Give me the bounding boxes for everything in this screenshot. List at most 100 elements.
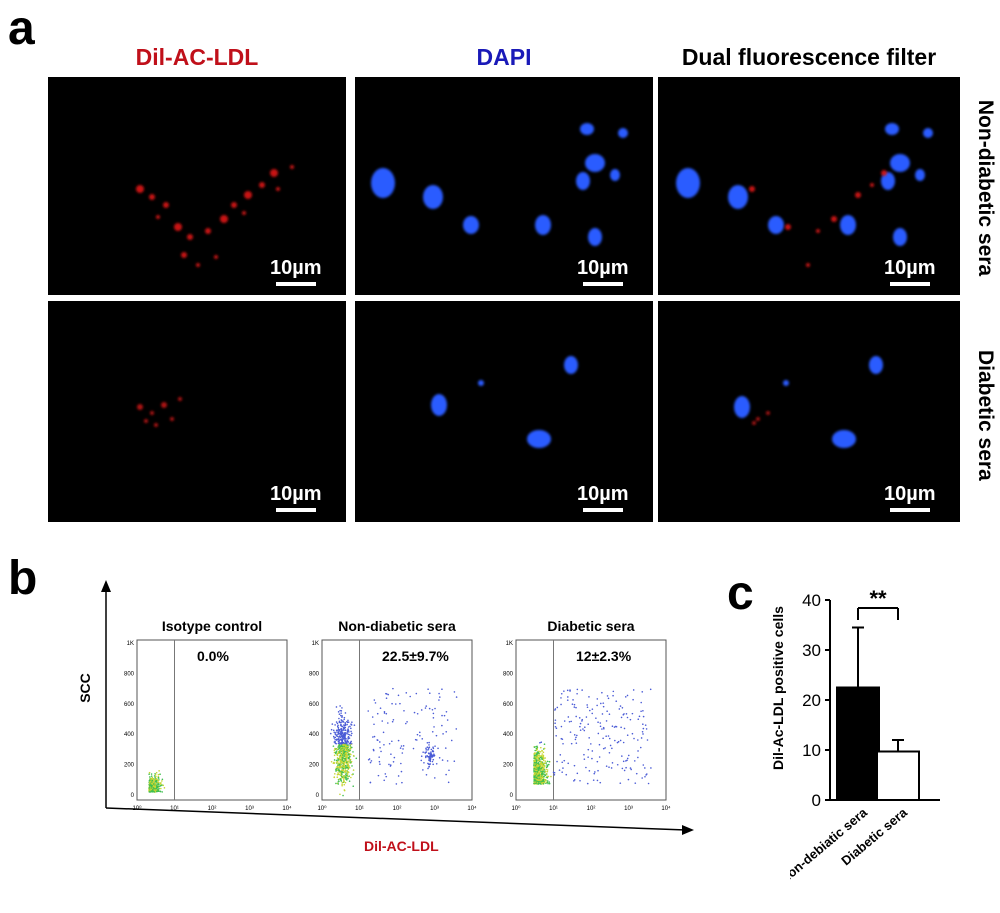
scatter-dot bbox=[430, 748, 433, 751]
scatter-dot bbox=[539, 746, 542, 749]
scatter-dot bbox=[335, 759, 338, 762]
column-title-dil-ac-ldl: Dil-AC-LDL bbox=[135, 44, 259, 70]
scatter-dot bbox=[353, 724, 356, 726]
scatter-dot bbox=[609, 744, 612, 747]
scatter-dot bbox=[342, 720, 344, 722]
scatter-dot bbox=[635, 772, 638, 775]
scatter-dot bbox=[633, 760, 636, 762]
scatter-dot bbox=[650, 767, 652, 769]
scatter-dot bbox=[153, 775, 156, 777]
scatter-dot bbox=[428, 707, 431, 710]
scatter-dot bbox=[150, 790, 153, 793]
scatter-dot bbox=[148, 787, 151, 789]
y-tick-label: 200 bbox=[124, 763, 135, 769]
scatter-dot bbox=[341, 783, 343, 786]
scatter-dot bbox=[343, 779, 345, 782]
scatter-dot bbox=[536, 763, 539, 766]
scatter-dot bbox=[539, 742, 541, 744]
scatter-dot bbox=[429, 759, 432, 762]
scatter-dot bbox=[155, 789, 158, 791]
scatter-dot bbox=[393, 756, 396, 759]
scatter-dot bbox=[351, 732, 353, 735]
scatter-dot bbox=[151, 782, 154, 785]
scatter-dot bbox=[533, 761, 536, 764]
scatter-dot bbox=[625, 766, 627, 769]
micrograph-dapi-diabetic: 10µm bbox=[355, 301, 653, 522]
scatter-dot bbox=[430, 753, 433, 756]
scatter-dot bbox=[349, 742, 352, 744]
scatter-dot bbox=[344, 770, 347, 772]
scatter-dot bbox=[569, 731, 572, 733]
scatter-dot bbox=[399, 702, 401, 705]
scatter-dot bbox=[344, 759, 347, 761]
y-tick-label: 1K bbox=[127, 641, 134, 647]
scatter-dot bbox=[560, 692, 563, 695]
scatter-dot bbox=[554, 709, 556, 711]
scatter-dot bbox=[412, 747, 415, 750]
scatter-dot bbox=[334, 747, 336, 750]
scatter-dot bbox=[559, 754, 562, 756]
scatter-dot bbox=[534, 779, 537, 782]
scatter-dot bbox=[155, 779, 158, 782]
scatter-dot bbox=[632, 698, 634, 701]
scatter-dot bbox=[615, 700, 618, 702]
scatter-dot bbox=[431, 708, 434, 711]
scalebar: 10µm bbox=[884, 257, 936, 286]
panel-letter-a: a bbox=[8, 2, 35, 55]
scatter-dot bbox=[330, 760, 333, 763]
gate-percentage: 0.0% bbox=[197, 648, 229, 664]
scatter-dot bbox=[340, 743, 342, 745]
scatter-dot bbox=[341, 781, 344, 784]
y-tick-label: 400 bbox=[309, 732, 320, 738]
scatter-dot bbox=[627, 754, 630, 757]
scatter-dot bbox=[392, 687, 394, 690]
scatter-dot bbox=[339, 771, 342, 774]
scatter-dot bbox=[335, 770, 337, 772]
scatter-dot bbox=[341, 773, 343, 775]
scatter-dot bbox=[159, 773, 161, 776]
scatter-dot bbox=[575, 742, 578, 744]
scatter-dot bbox=[624, 696, 627, 698]
scatter-dot bbox=[546, 760, 549, 763]
micrograph-dil-diabetic: 10µm bbox=[48, 301, 346, 522]
scatter-dot bbox=[347, 760, 349, 763]
scatter-dot bbox=[152, 790, 154, 792]
scatter-dot bbox=[553, 774, 556, 776]
scatter-dot bbox=[574, 738, 577, 741]
scatter-dot bbox=[543, 781, 545, 784]
scatter-dot bbox=[383, 711, 386, 713]
scatter-dot bbox=[453, 760, 456, 763]
scatter-dot bbox=[338, 762, 340, 764]
scatter-dot bbox=[343, 757, 345, 760]
scatter-dot bbox=[438, 756, 441, 759]
scatter-dot bbox=[605, 720, 608, 722]
scatter-dot bbox=[430, 755, 433, 758]
scatter-dot bbox=[338, 758, 341, 760]
scatter-dot bbox=[341, 756, 344, 759]
scatter-dot bbox=[421, 738, 424, 740]
scatter-dot bbox=[416, 739, 418, 741]
scatter-dot bbox=[378, 741, 381, 743]
scatter-dot bbox=[337, 759, 340, 761]
scatter-dot bbox=[589, 709, 591, 712]
scatter-dot bbox=[570, 742, 573, 745]
scatter-dot bbox=[332, 762, 335, 764]
x-tick-label: 10² bbox=[587, 806, 596, 812]
scatter-dot bbox=[537, 762, 540, 764]
scatter-dot bbox=[153, 787, 155, 790]
scatter-dot bbox=[588, 737, 590, 739]
scatter-dot bbox=[539, 774, 542, 777]
scatter-dot bbox=[545, 766, 548, 769]
scatter-dot bbox=[333, 741, 336, 743]
scatter-dot bbox=[334, 773, 336, 775]
scatter-dot bbox=[337, 726, 340, 729]
scatter-dot bbox=[373, 699, 376, 701]
scatter-dot bbox=[348, 733, 351, 736]
scatter-dot bbox=[157, 775, 160, 778]
scatter-dot bbox=[384, 773, 387, 775]
scatter-dot bbox=[347, 752, 349, 754]
scatter-dot bbox=[586, 706, 589, 709]
flow-plot: Non-diabetic sera 1K 800 600 400 200 0 10⁰ 10¹ 10… bbox=[302, 618, 492, 838]
scatter-dot bbox=[374, 702, 377, 704]
scatter-dot bbox=[345, 776, 347, 779]
